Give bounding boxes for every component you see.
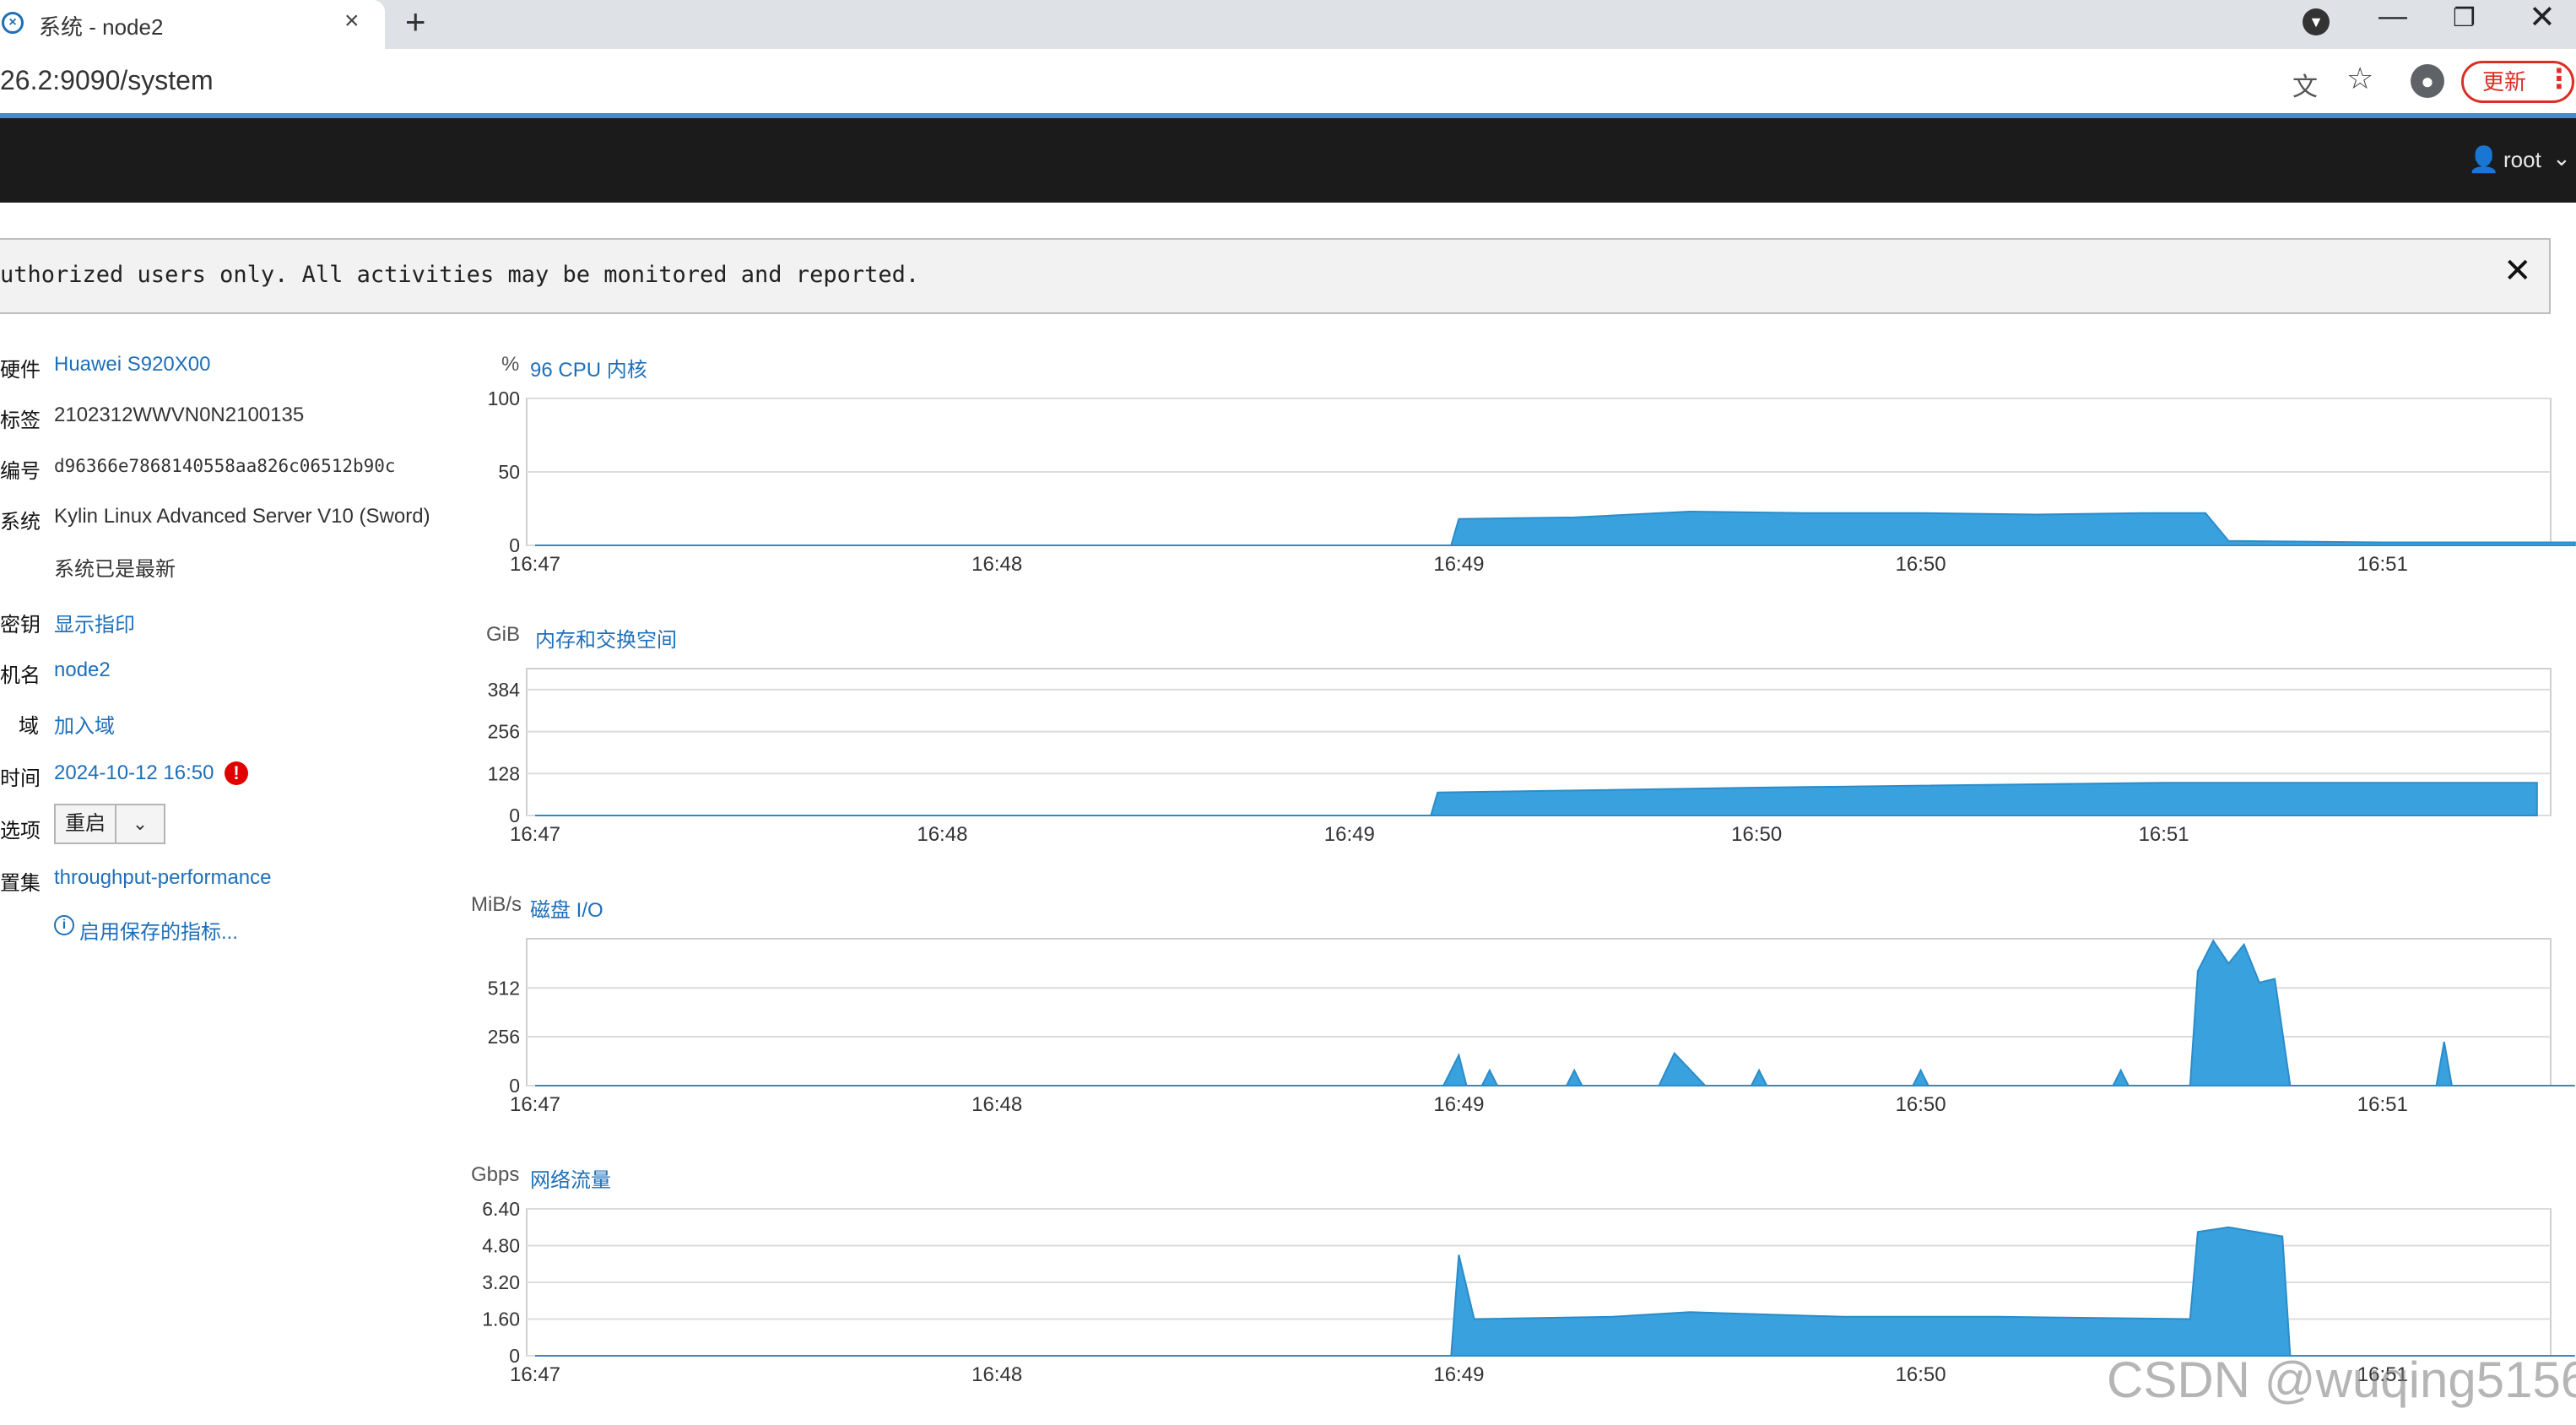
- network-y-tick-label: 6.40: [482, 1198, 520, 1220]
- network-x-tick-label: 16:47: [510, 1363, 560, 1386]
- cpu-chart-title[interactable]: 96 CPU 内核: [530, 359, 647, 382]
- performance-profile-link[interactable]: throughput-performance: [54, 866, 272, 889]
- network-x-tick-label: 16:49: [1433, 1363, 1484, 1386]
- cockpit-header: [0, 118, 2576, 203]
- disk-chart-unit: MiB/s: [471, 893, 522, 916]
- cpu-y-tick-label: 0: [509, 534, 520, 556]
- window-close-button[interactable]: ✕: [2529, 0, 2556, 35]
- disk-x-tick-label: 16:47: [510, 1093, 560, 1116]
- disk-x-tick-label: 16:49: [1433, 1093, 1484, 1116]
- bookmark-star-icon[interactable]: ☆: [2346, 61, 2374, 95]
- restart-button[interactable]: 重启: [54, 804, 115, 844]
- browser-tab[interactable]: [0, 0, 385, 49]
- user-icon: 👤: [2468, 146, 2500, 174]
- new-tab-button[interactable]: +: [405, 2, 426, 41]
- disk-x-tick-label: 16:48: [971, 1093, 1022, 1116]
- network-chart-title[interactable]: 网络流量: [530, 1169, 611, 1192]
- cpu-x-tick-label: 16:47: [510, 553, 560, 576]
- network-y-tick-label: 1.60: [482, 1309, 520, 1330]
- asset-tag-label: 标签: [0, 409, 41, 432]
- memory-chart-title[interactable]: 内存和交换空间: [535, 629, 677, 652]
- secure-shell-keys-label: 密钥: [0, 614, 41, 637]
- disk-y-tick-label: 512: [488, 977, 520, 999]
- memory-chart-unit: GiB: [486, 623, 521, 646]
- network-x-tick-label: 16:48: [971, 1363, 1022, 1386]
- performance-profile-label: 置集: [0, 872, 41, 895]
- browser-update-button[interactable]: 更新: [2461, 61, 2574, 103]
- memory-y-tick-label: 384: [488, 679, 521, 701]
- cockpit-favicon-icon: ×: [2, 12, 24, 34]
- disk-chart-title[interactable]: 磁盘 I/O: [530, 899, 603, 922]
- disk-y-tick-label: 0: [509, 1075, 520, 1097]
- cpu-x-tick-label: 16:49: [1433, 553, 1484, 576]
- asset-tag-value: 2102312WWVN0N2100135: [54, 404, 305, 426]
- browser-toolbar: [0, 49, 2576, 118]
- os-update-status: 系统已是最新: [54, 558, 176, 581]
- domain-label: 域: [19, 715, 39, 738]
- cpu-chart-unit: %: [501, 353, 520, 376]
- disk-series-area: [535, 939, 2575, 1086]
- show-fingerprints-link[interactable]: 显示指印: [54, 614, 135, 637]
- browser-menu-icon[interactable]: ⋮: [2546, 63, 2573, 94]
- memory-y-tick-label: 256: [488, 721, 520, 743]
- banner-text: uthorized users only. All activities may…: [0, 262, 920, 288]
- memory-x-tick-label: 16:50: [1731, 823, 1782, 846]
- hardware-link[interactable]: Huawei S920X00: [54, 353, 211, 376]
- cpu-x-tick-label: 16:48: [971, 553, 1022, 576]
- user-menu[interactable]: root: [2503, 147, 2541, 172]
- cpu-series-area: [535, 510, 2576, 546]
- watermark: CSDN @wuqing5156: [2107, 1352, 2576, 1408]
- cpu-x-tick-label: 16:51: [2357, 553, 2408, 576]
- memory-y-tick-label: 0: [509, 805, 520, 826]
- system-time-label: 时间: [0, 767, 41, 790]
- memory-series-area: [535, 782, 2538, 816]
- os-value: Kylin Linux Advanced Server V10 (Sword): [54, 505, 430, 528]
- disk-x-tick-label: 16:51: [2357, 1093, 2408, 1116]
- disk-y-tick-label: 256: [488, 1026, 520, 1048]
- profile-avatar-icon[interactable]: ●: [2411, 64, 2444, 98]
- network-y-tick-label: 3.20: [482, 1271, 520, 1293]
- hostname-label: 机名: [0, 664, 41, 687]
- machine-id-value: d96366e7868140558aa826c06512b90c: [54, 456, 396, 476]
- power-dropdown-chevron-icon[interactable]: ⌄: [115, 804, 165, 844]
- os-label: 系统: [0, 511, 41, 534]
- network-y-tick-label: 0: [509, 1345, 520, 1367]
- power-options-label: 选项: [0, 820, 41, 843]
- memory-x-tick-label: 16:48: [917, 823, 967, 846]
- memory-x-tick-label: 16:47: [510, 823, 560, 846]
- update-label: 更新: [2482, 69, 2527, 95]
- memory-x-tick-label: 16:51: [2139, 823, 2189, 846]
- network-chart-unit: Gbps: [471, 1163, 520, 1186]
- info-icon: i: [54, 915, 74, 935]
- join-domain-link[interactable]: 加入域: [54, 715, 115, 738]
- cpu-x-tick-label: 16:50: [1896, 553, 1946, 576]
- banner-close-icon[interactable]: ✕: [2503, 252, 2532, 290]
- memory-y-tick-label: 128: [488, 762, 520, 784]
- chevron-down-icon[interactable]: ⌄: [2552, 145, 2571, 171]
- window-restore-button[interactable]: ❐: [2453, 4, 2476, 32]
- network-y-tick-label: 4.80: [482, 1235, 520, 1257]
- hostname-link[interactable]: node2: [54, 658, 111, 681]
- tab-close-icon[interactable]: ×: [344, 7, 360, 35]
- cpu-y-tick-label: 50: [498, 461, 520, 483]
- cpu-y-tick-label: 100: [488, 387, 520, 409]
- translate-icon[interactable]: 文: [2292, 73, 2318, 101]
- window-minimize-button[interactable]: —: [2378, 0, 2407, 32]
- disk-x-tick-label: 16:50: [1896, 1093, 1946, 1116]
- network-x-tick-label: 16:51: [2357, 1363, 2408, 1386]
- network-series-area: [535, 1226, 2575, 1357]
- system-time-link[interactable]: 2024-10-12 16:50: [54, 761, 214, 784]
- hardware-label: 硬件: [0, 359, 41, 382]
- address-bar[interactable]: 26.2:9090/system: [0, 65, 214, 95]
- network-x-tick-label: 16:50: [1896, 1363, 1946, 1386]
- tab-search-icon[interactable]: ▼: [2303, 8, 2330, 35]
- enable-stored-metrics-link[interactable]: 启用保存的指标...: [79, 921, 239, 944]
- login-banner: [0, 238, 2551, 314]
- browser-tab-strip: [0, 0, 2576, 49]
- time-sync-warning-icon: !: [225, 761, 248, 785]
- browser-tab-title: 系统 - node2: [39, 14, 164, 40]
- machine-id-label: 编号: [0, 460, 41, 483]
- memory-x-tick-label: 16:49: [1324, 823, 1375, 846]
